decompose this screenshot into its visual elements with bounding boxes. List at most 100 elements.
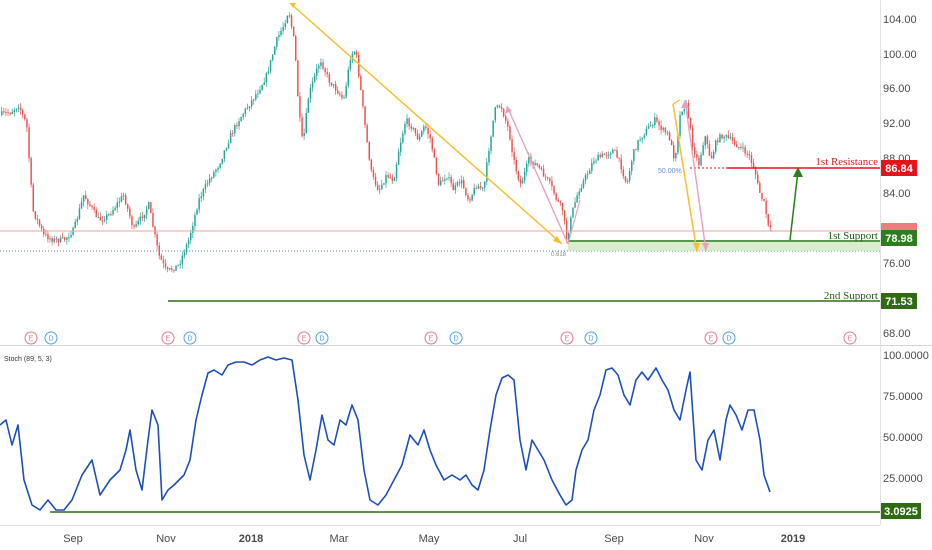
earnings-marker-icon[interactable] [161, 331, 175, 345]
candle-body [423, 126, 425, 132]
candle-body [26, 119, 28, 128]
dividend-marker-icon[interactable] [315, 331, 329, 345]
candle-body [242, 113, 244, 117]
candle-body [244, 108, 247, 114]
candle-body [324, 68, 326, 73]
price-tick-label: 100.00 [883, 49, 917, 61]
candle-body [332, 84, 335, 86]
earnings-marker-icon[interactable] [24, 331, 38, 345]
event-marker-label: E [302, 336, 307, 343]
time-tick-label: Sep [63, 533, 83, 545]
candle-body [271, 54, 274, 60]
event-marker-label: E [848, 336, 853, 343]
dividend-marker-icon[interactable] [584, 331, 598, 345]
dividend-marker-icon[interactable] [183, 331, 197, 345]
candle-body [458, 182, 461, 184]
candle-body [540, 167, 543, 169]
time-tick-label: Nov [156, 533, 176, 545]
candle-body [660, 125, 662, 130]
second-support-price-badge [881, 293, 917, 309]
candle-body [715, 140, 717, 152]
candle-body [200, 196, 202, 199]
candle-body [452, 183, 454, 191]
stoch-tick-label: 25.0000 [883, 473, 923, 485]
candle-body [171, 268, 173, 270]
support-price-value: 78.98 [885, 233, 913, 245]
candle-body [481, 187, 484, 189]
candle-body [116, 202, 118, 208]
candle-body [418, 136, 421, 140]
candle-body [274, 46, 276, 55]
time-axis: Sep Nov 2018 Mar May Jul Sep Nov 2019 [63, 533, 805, 545]
candle-body [574, 202, 576, 208]
candle-body [282, 26, 284, 31]
candle-body [521, 180, 524, 184]
candle-body [620, 158, 622, 170]
candle-body [38, 219, 41, 226]
candle-body [194, 214, 196, 226]
candle-body [276, 37, 278, 47]
candle-body [586, 173, 589, 176]
candle-body [215, 169, 217, 172]
earnings-marker-icon[interactable] [297, 331, 311, 345]
candle-body [238, 121, 240, 127]
candle-body [360, 76, 362, 90]
candle-body [127, 204, 129, 209]
candle-body [177, 264, 179, 266]
candle-body [358, 54, 360, 77]
dividend-marker-icon[interactable] [722, 331, 736, 345]
earnings-marker-icon[interactable] [843, 331, 857, 345]
candle-body [740, 146, 742, 148]
stoch-tick-label: 75.0000 [883, 391, 923, 403]
candle-body [112, 209, 114, 215]
candle-body [202, 189, 205, 197]
candle-body [700, 154, 702, 166]
candle-body [742, 147, 744, 149]
candle-body [9, 112, 11, 115]
candle-body [603, 153, 606, 155]
candle-body [385, 175, 387, 184]
candle-body [303, 132, 305, 137]
price-tick-label: 92.00 [883, 118, 911, 130]
candle-body [631, 161, 633, 172]
candle-body [515, 159, 517, 172]
candle-body [668, 132, 671, 141]
candlestick-series [1, 12, 772, 273]
candle-body [601, 153, 604, 157]
stoch-support-value: 3.0925 [884, 506, 918, 518]
earnings-marker-icon[interactable] [704, 331, 718, 345]
price-tick-label: 76.00 [883, 258, 911, 270]
candle-body [234, 125, 236, 134]
candle-body [395, 164, 398, 179]
second-support-label: 2nd Support [824, 290, 878, 302]
candle-body [593, 161, 595, 164]
candle-body [488, 151, 490, 163]
candle-body [229, 132, 232, 144]
earnings-marker-icon[interactable] [424, 331, 438, 345]
candle-body [108, 214, 110, 216]
dividend-marker-icon[interactable] [449, 331, 463, 345]
candle-body [343, 97, 345, 99]
candle-body [635, 149, 637, 151]
candle-body [355, 51, 358, 55]
candle-body [198, 198, 200, 210]
candle-body [534, 163, 536, 166]
dividend-marker-icon[interactable] [44, 331, 58, 345]
stoch-tick-label: 100.0000 [883, 350, 929, 362]
candle-body [721, 134, 723, 139]
earnings-marker-icon[interactable] [560, 331, 574, 345]
candle-body [22, 110, 24, 115]
candle-body [131, 216, 133, 226]
candle-body [460, 180, 463, 184]
candle-body [145, 209, 148, 215]
stoch-tick-label: 50.0000 [883, 432, 923, 444]
candle-body [187, 240, 190, 245]
candle-body [162, 259, 165, 264]
candle-body [103, 219, 106, 221]
candle-body [351, 53, 354, 61]
support-zone [568, 240, 880, 251]
time-tick-label: 2019 [781, 533, 805, 545]
candle-body [712, 151, 715, 159]
candle-body [85, 195, 87, 200]
candle-body [513, 152, 515, 160]
